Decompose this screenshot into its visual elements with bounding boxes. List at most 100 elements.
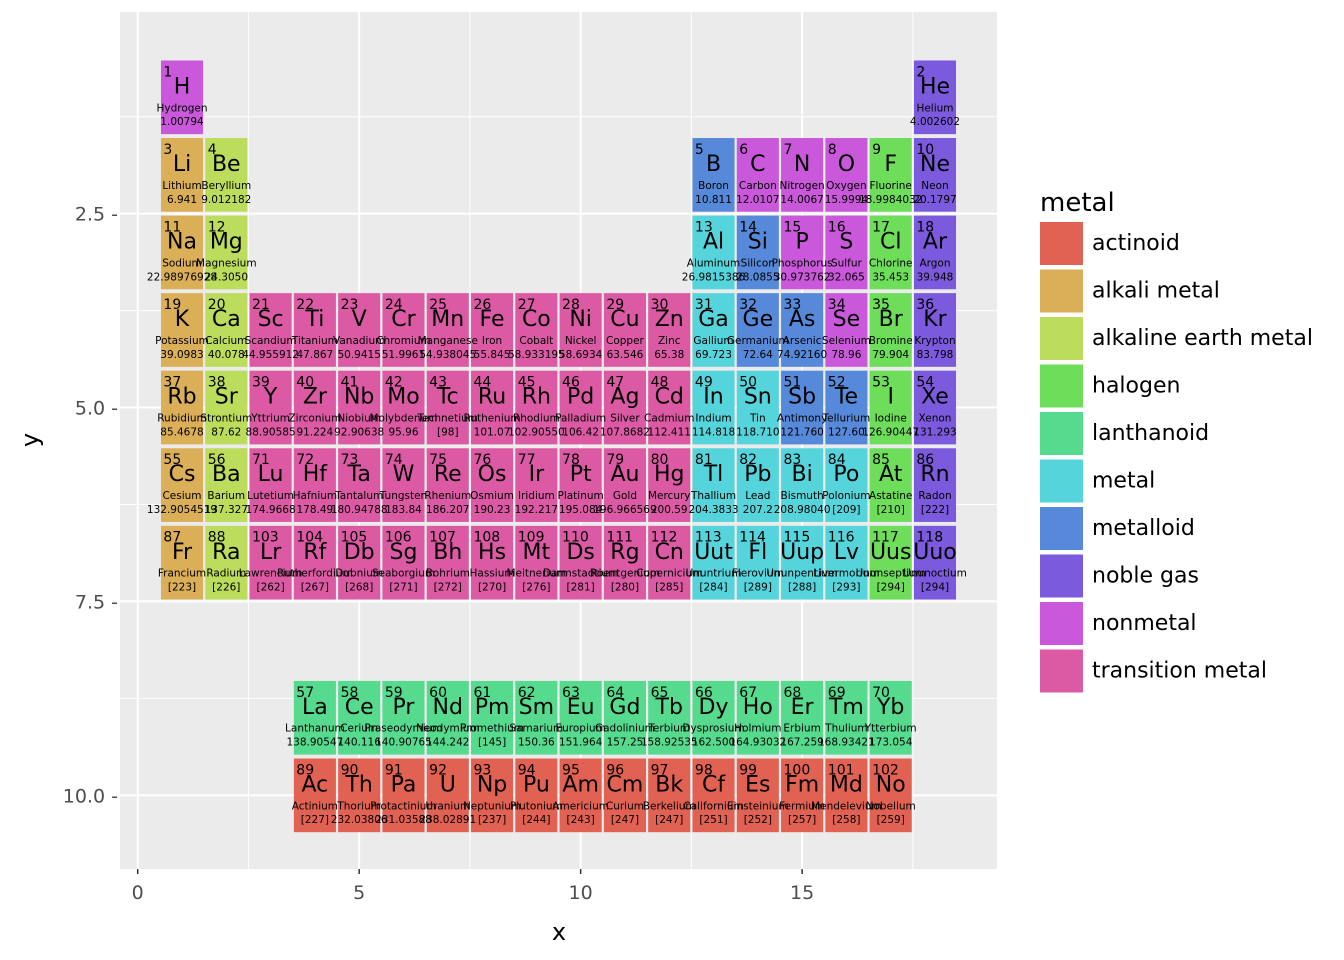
element-tiles (160, 60, 957, 833)
element-number-label: 114 (739, 530, 766, 546)
element-tile-uus (869, 525, 912, 600)
element-mass-label: 9.012182 (201, 194, 251, 206)
element-name-label: Copernicium (636, 568, 702, 580)
element-number-label: 38 (208, 375, 226, 391)
element-symbol-label: Bi (792, 462, 813, 487)
element-name-label: Mendelevium (811, 800, 882, 812)
element-symbol-label: V (352, 307, 367, 332)
element-number-label: 46 (562, 375, 580, 391)
element-symbol-label: Pd (567, 385, 594, 410)
element-tile-rg (603, 525, 646, 600)
element-number-label: 48 (651, 375, 669, 391)
element-number-label: 41 (341, 375, 359, 391)
element-symbol-label: Uup (780, 540, 824, 565)
element-symbol-label: Rf (303, 540, 327, 565)
element-symbol-label: Te (834, 385, 858, 410)
legend-label: alkaline earth metal (1092, 326, 1313, 351)
element-tile-ra (205, 525, 248, 600)
element-symbol-label: U (440, 772, 456, 797)
element-mass-label: 204.3833 (688, 504, 738, 516)
element-number-label: 30 (651, 297, 669, 313)
element-mass-label: 232.03806 (331, 814, 388, 826)
element-name-label: Rhenium (424, 490, 471, 502)
legend-swatch (1040, 602, 1083, 645)
element-mass-label: 131.293 (913, 426, 956, 438)
element-name-label: Einsteinium (727, 800, 789, 812)
element-mass-label: [285] (655, 582, 683, 594)
element-symbol-label: Cn (655, 540, 684, 565)
element-symbol-label: Po (833, 462, 859, 487)
element-mass-label: 132.9054519 (147, 504, 217, 516)
element-mass-label: 47.867 (297, 349, 334, 361)
y-tick-label: 7.5 - (75, 591, 118, 613)
element-number-label: 91 (385, 762, 403, 778)
element-number-label: 64 (606, 685, 624, 701)
legend-swatch (1040, 554, 1083, 598)
element-mass-label: 39.0983 (160, 349, 203, 361)
element-name-label: Ununoctium (903, 568, 967, 580)
element-tile-pu (515, 758, 558, 833)
element-symbol-label: Cu (610, 307, 639, 332)
element-name-label: Bohrium (426, 568, 470, 580)
element-mass-label: 150.36 (518, 737, 555, 749)
element-symbol-label: Sn (744, 385, 772, 410)
element-tile-no (869, 758, 912, 833)
element-symbol-label: Sb (788, 385, 816, 410)
element-number-label: 65 (651, 685, 669, 701)
element-mass-label: 102.90550 (508, 426, 565, 438)
element-tile-uuo (913, 525, 957, 600)
element-mass-label: 18.9984032 (859, 194, 922, 206)
element-mass-label: 40.078 (208, 349, 245, 361)
element-tile-u (426, 758, 469, 833)
element-number-label: 72 (296, 452, 314, 468)
legend-swatch (1040, 507, 1083, 550)
element-mass-label: [210] (877, 504, 905, 516)
element-tile-db (338, 525, 381, 600)
element-symbol-label: Uus (870, 540, 912, 565)
element-symbol-label: He (920, 74, 950, 99)
element-name-label: Americium (552, 800, 609, 812)
element-name-label: Rubidium (157, 412, 207, 424)
element-mass-label: 151.964 (559, 737, 603, 749)
element-mass-label: 35.453 (872, 271, 909, 283)
element-tile-nb (338, 370, 381, 445)
element-number-label: 16 (828, 219, 846, 235)
element-name-label: Roentgenium (590, 568, 660, 580)
element-tile-pb (736, 448, 779, 522)
element-name-label: Hydrogen (156, 102, 207, 114)
element-symbol-label: K (175, 307, 190, 332)
element-symbol-label: Kr (923, 307, 947, 332)
element-name-label: Praseodymium (364, 723, 442, 735)
element-number-label: 17 (872, 219, 890, 235)
element-mass-label: 79.904 (872, 349, 909, 361)
element-name-label: Manganese (418, 335, 478, 347)
element-mass-label: 208.98040 (774, 504, 831, 516)
element-name-label: Niobium (337, 412, 381, 424)
element-number-label: 54 (916, 375, 934, 391)
element-mass-label: 157.25 (607, 737, 644, 749)
element-symbol-label: Lv (834, 540, 859, 565)
element-tile-es (736, 758, 779, 833)
element-tile-se (825, 293, 868, 367)
element-tile-cl (869, 215, 912, 290)
element-number-label: 15 (784, 219, 802, 235)
element-mass-label: 195.084 (559, 504, 603, 516)
element-mass-label: [280] (611, 582, 639, 594)
element-number-label: 39 (252, 375, 270, 391)
element-symbol-label: Lu (258, 462, 284, 487)
element-mass-label: 39.948 (917, 271, 954, 283)
element-mass-label: 58.6934 (559, 349, 603, 361)
element-tile-co (515, 293, 558, 367)
element-tile-yb (869, 680, 912, 755)
element-number-label: 31 (695, 297, 713, 313)
element-name-label: Argon (919, 257, 950, 269)
element-mass-label: 173.054 (869, 737, 913, 749)
element-symbol-label: Gd (609, 695, 640, 720)
element-name-label: Francium (158, 568, 206, 580)
element-symbol-label: Ho (743, 695, 773, 720)
element-number-label: 60 (429, 685, 447, 701)
element-tile-uut (692, 525, 735, 600)
element-tile-sm (515, 680, 558, 755)
element-mass-label: 190.23 (474, 504, 511, 516)
element-number-label: 109 (518, 530, 545, 546)
